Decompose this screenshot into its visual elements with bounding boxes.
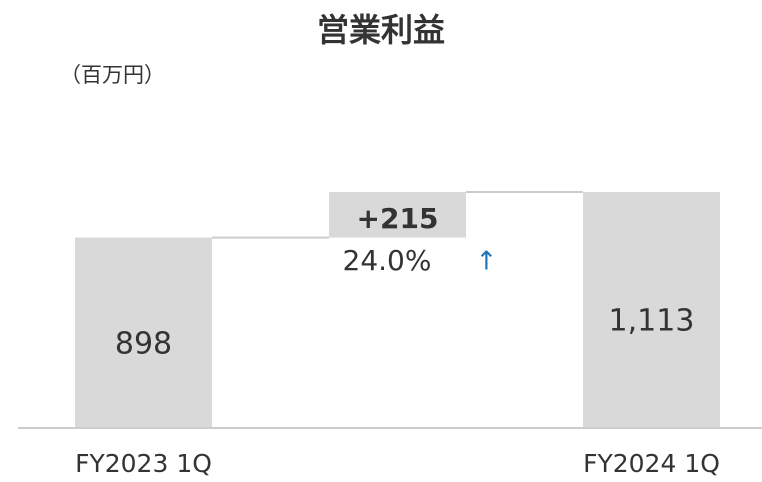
bar (583, 192, 720, 428)
annotation-arrow: ↑ (476, 247, 498, 277)
annotation: 24.0% (343, 244, 432, 277)
unit-label: （百万円） (60, 63, 165, 87)
x-tick-label: FY2024 1Q (583, 449, 720, 478)
chart-title: 営業利益 (317, 11, 445, 49)
value-label: 898 (115, 326, 172, 361)
value-label: 1,113 (609, 304, 695, 339)
x-tick-label: FY2023 1Q (75, 449, 212, 478)
bar (75, 237, 212, 428)
bar (329, 192, 466, 238)
value-label: +215 (357, 202, 439, 235)
